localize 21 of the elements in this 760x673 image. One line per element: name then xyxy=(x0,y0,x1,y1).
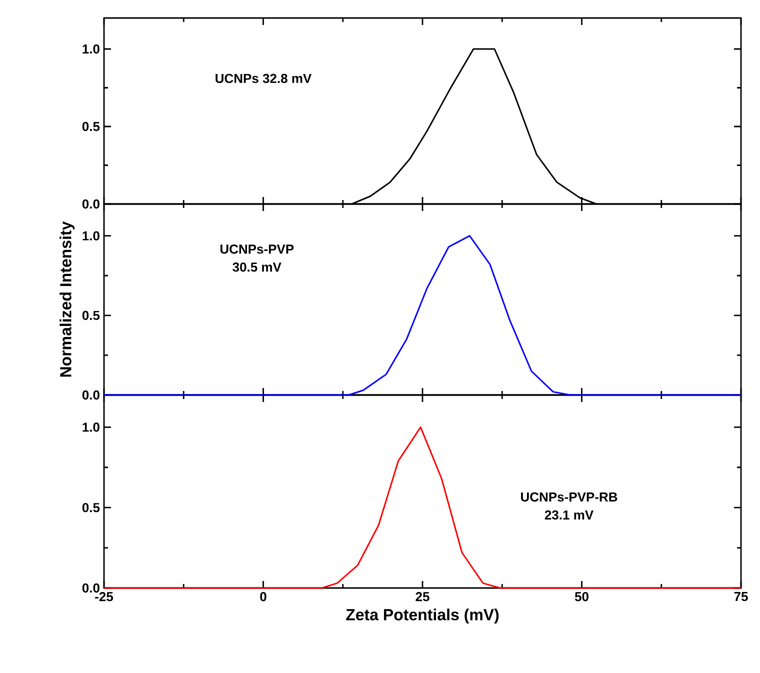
y-axis-title: Normalized Intensity xyxy=(60,221,75,377)
y-tick-label: 1.0 xyxy=(82,422,100,432)
x-tick-label: -25 xyxy=(95,592,114,602)
annotation: UCNPs 32.8 mV xyxy=(216,74,312,84)
y-tick-label: 0.0 xyxy=(82,390,100,400)
y-tick-label: 0.5 xyxy=(82,122,100,132)
y-tick-label: 1.0 xyxy=(82,44,100,54)
annotation: 23.1 mV xyxy=(544,510,594,520)
x-tick-label: 75 xyxy=(734,592,748,602)
annotation: UCNPs-PVP xyxy=(220,244,294,254)
x-axis-title: Zeta Potentials (mV) xyxy=(346,608,499,624)
y-tick-label: 1.0 xyxy=(82,231,100,240)
y-tick-label: 0.5 xyxy=(82,502,100,512)
y-tick-label: 0.5 xyxy=(82,310,100,320)
x-tick-label: 25 xyxy=(416,592,430,602)
x-tick-label: 0 xyxy=(260,592,266,602)
y-tick-label: 0.0 xyxy=(82,199,100,209)
annotation: UCNPs-PVP-RB xyxy=(521,492,618,502)
y-tick-label: 0.0 xyxy=(82,583,100,593)
annotation: 30.5 mV xyxy=(232,262,282,272)
x-tick-label: 50 xyxy=(574,592,588,602)
